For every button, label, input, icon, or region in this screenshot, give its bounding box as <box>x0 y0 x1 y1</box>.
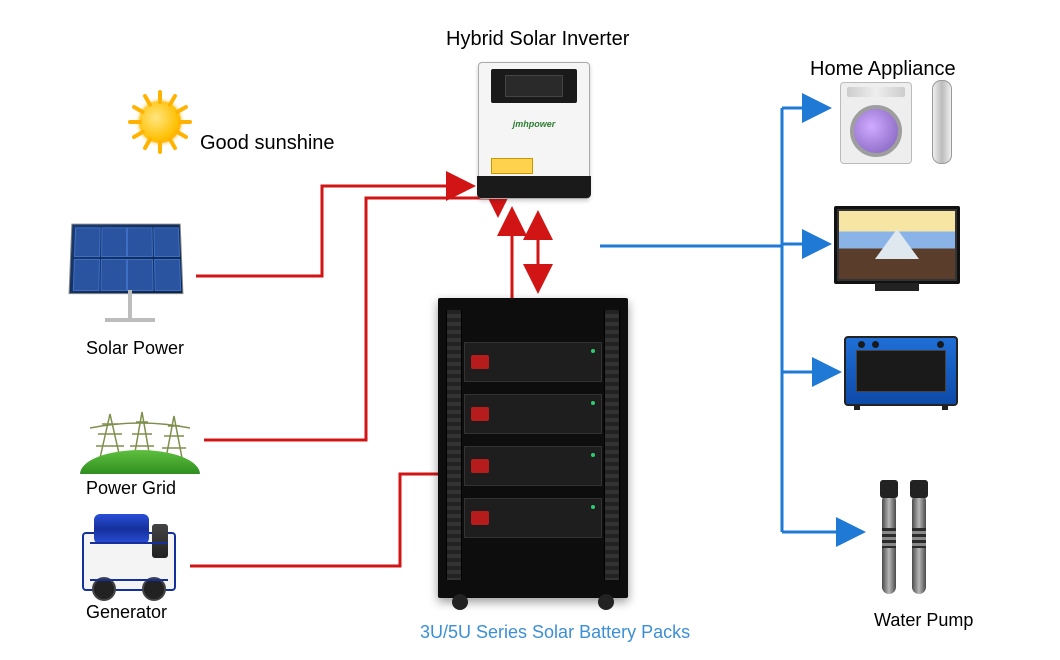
heater-icon <box>932 80 952 164</box>
battery-caption-label: 3U/5U Series Solar Battery Packs <box>420 622 690 643</box>
diagram-canvas: { "diagram_type": "infographic", "canvas… <box>0 0 1060 660</box>
generator-label: Generator <box>86 602 167 623</box>
solar-panel-icon <box>70 222 190 332</box>
inverter-title-label: Hybrid Solar Inverter <box>446 28 629 51</box>
home-appliance-label: Home Appliance <box>810 58 956 81</box>
good-sunshine-label: Good sunshine <box>200 132 335 155</box>
battery-rack-icon <box>438 298 628 598</box>
inverter-logo-text: jmhpower <box>479 119 589 129</box>
tv-icon <box>834 206 960 284</box>
solar-power-label: Solar Power <box>86 338 184 359</box>
power-grid-icon <box>80 404 200 474</box>
oven-icon <box>844 336 958 406</box>
water-pump-icon <box>876 480 936 594</box>
sun-icon <box>130 92 190 152</box>
water-pump-label: Water Pump <box>874 610 973 631</box>
inverter-icon: jmhpower <box>478 62 590 199</box>
power-grid-label: Power Grid <box>86 478 176 499</box>
edge-solar-to-inverter <box>196 186 470 276</box>
washer-icon <box>840 82 912 164</box>
generator-icon <box>82 532 182 602</box>
